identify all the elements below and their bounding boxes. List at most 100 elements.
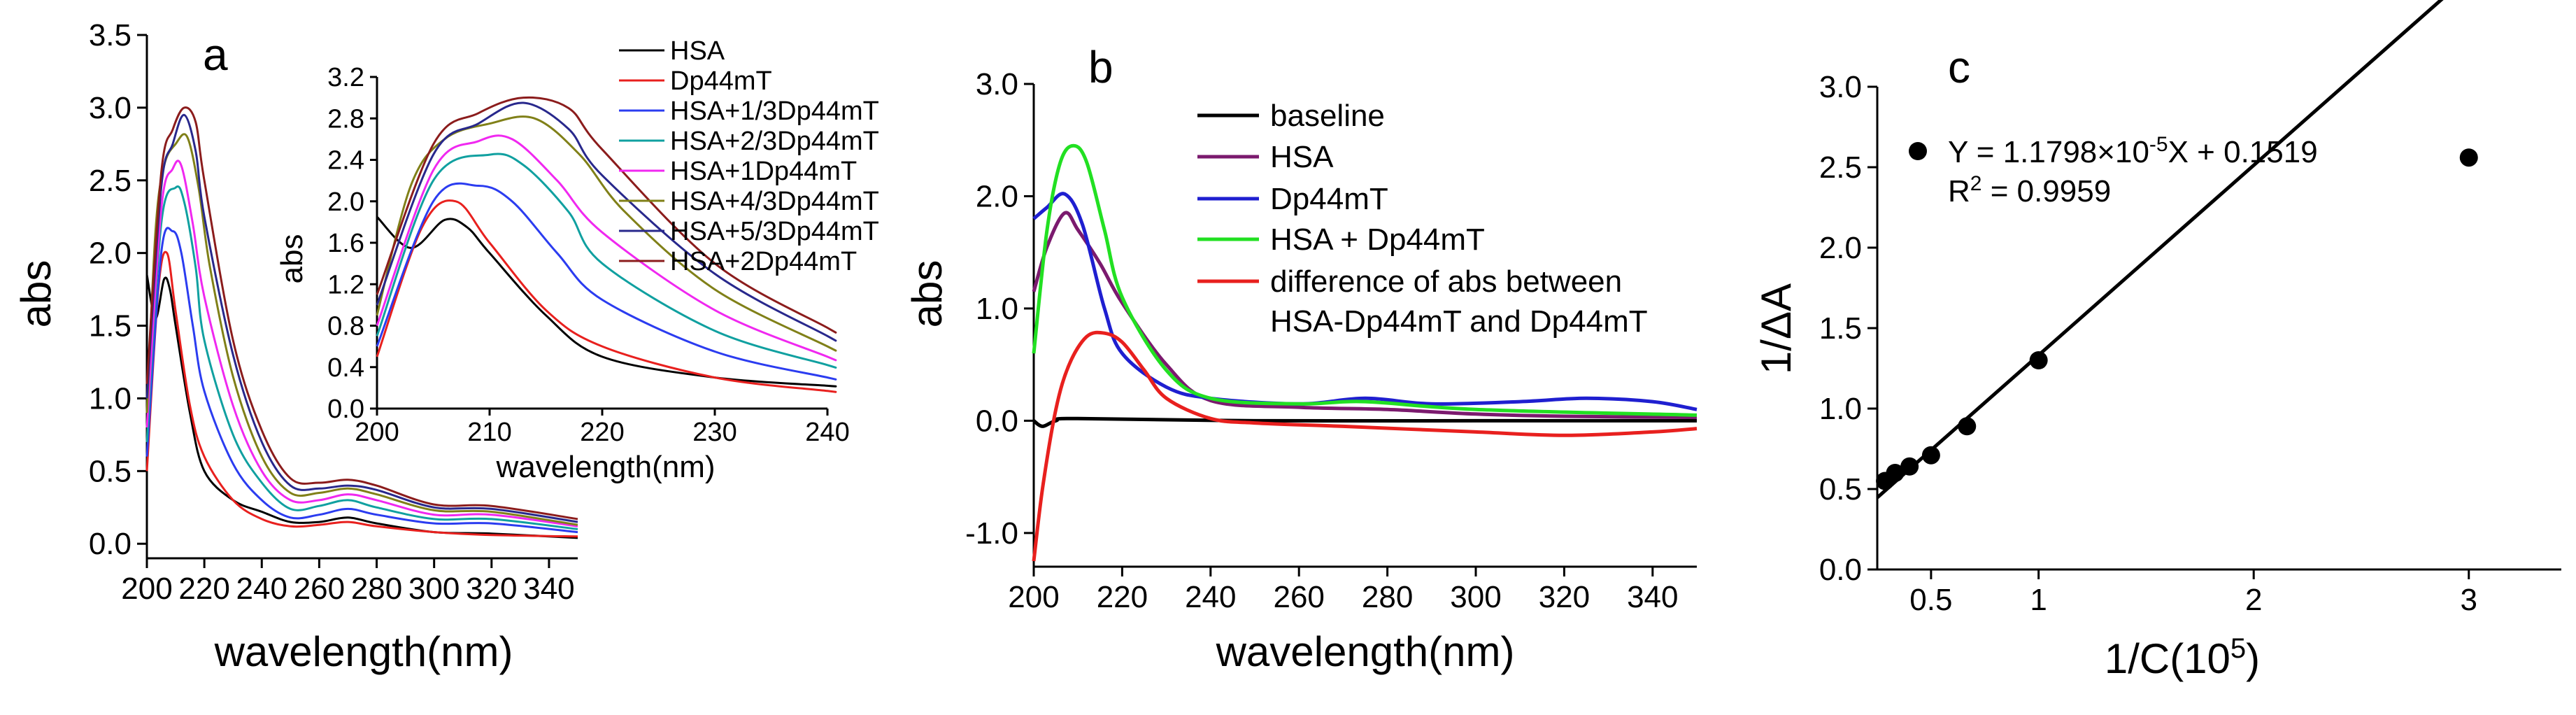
c-data-point xyxy=(2029,351,2048,369)
c-x-tick-label: 2 xyxy=(2245,583,2262,617)
a-xlabel: wavelength(nm) xyxy=(214,628,513,675)
c-y-tick-label: 2.0 xyxy=(1819,231,1862,265)
a-series-line xyxy=(145,250,578,538)
b-x-tick-label: 240 xyxy=(1185,580,1236,614)
c-fit-line xyxy=(1876,0,2444,500)
b-x-tick-label: 220 xyxy=(1097,580,1148,614)
b-y-tick-label: 3.0 xyxy=(976,67,1018,101)
b-y-tick-label: 1.0 xyxy=(976,292,1018,326)
a-series-line xyxy=(145,160,578,528)
inset-x-tick-label: 210 xyxy=(467,418,511,447)
inset-series-line xyxy=(376,101,837,342)
a-series-line xyxy=(145,185,578,530)
panel-b-letter: b xyxy=(1088,42,1113,92)
c-x-tick-label: 0.5 xyxy=(1909,583,1952,617)
c-x-tick-label: 1 xyxy=(2030,583,2047,617)
b-legend-label: baseline xyxy=(1270,99,1385,133)
a-x-tick-label: 340 xyxy=(523,572,574,606)
inset-y-tick-label: 0.8 xyxy=(327,312,364,341)
inset-xlabel: wavelength(nm) xyxy=(495,450,715,484)
b-legend-label-cont: HSA-Dp44mT and Dp44mT xyxy=(1270,304,1648,339)
panel-a: a 200 220 240 260 280 300 320 3400.00.51.01.52.… xyxy=(13,18,879,675)
c-x-tick-label: 3 xyxy=(2461,583,2477,617)
b-series-line xyxy=(1032,330,1698,562)
inset-ylabel: abs xyxy=(275,234,309,284)
c-xlabel-sup: 5 xyxy=(2230,633,2246,664)
b-y-tick-label: 2.0 xyxy=(976,179,1018,213)
a-legend-label: HSA+1/3Dp44mT xyxy=(670,97,879,126)
a-series-line xyxy=(145,106,578,521)
c-xlabel-end: ) xyxy=(2246,635,2260,682)
inset-y-tick-label: 0.0 xyxy=(327,395,364,424)
a-y-tick-label: 0.5 xyxy=(89,454,131,488)
a-legend-label: HSA+4/3Dp44mT xyxy=(670,187,879,216)
c-y-tick-label: 1.5 xyxy=(1819,311,1862,346)
panel-a-letter: a xyxy=(203,29,228,80)
a-x-tick-label: 300 xyxy=(408,572,460,606)
a-y-tick-label: 0.0 xyxy=(89,527,131,561)
panel-b: b 200 220 240 260 280 300 320 340 -1.0 0.0 1.0 2.0 3… xyxy=(904,42,1698,675)
c-y-tick-label: 0.5 xyxy=(1819,472,1862,507)
b-x-tick-label: 260 xyxy=(1273,580,1324,614)
a-y-tick-label: 2.0 xyxy=(89,236,131,271)
b-series-line xyxy=(1032,143,1698,417)
c-data-point xyxy=(1886,464,1905,482)
c-data-point xyxy=(2459,148,2478,167)
b-ylabel: abs xyxy=(904,260,951,328)
a-x-tick-label: 200 xyxy=(121,572,172,606)
inset-x-tick-label: 240 xyxy=(805,418,849,447)
a-x-tick-label: 280 xyxy=(351,572,402,606)
inset-series-line xyxy=(376,115,837,352)
c-y-tick-label: 3.0 xyxy=(1819,70,1862,104)
a-x-tick-label: 320 xyxy=(466,572,517,606)
b-series-line xyxy=(1032,416,1697,428)
c-xlabel: 1/C(105) xyxy=(2105,633,2260,682)
inset-y-tick-label: 2.0 xyxy=(327,187,364,217)
a-y-tick-label: 1.5 xyxy=(89,309,131,344)
b-y-tick-label: 0.0 xyxy=(976,404,1018,438)
b-x-tick-label: 280 xyxy=(1362,580,1413,614)
inset-series-line xyxy=(376,215,837,388)
b-y-tick-label: -1.0 xyxy=(965,516,1018,551)
c-y-tick-label: 2.5 xyxy=(1819,150,1862,185)
b-x-tick-label: 200 xyxy=(1008,580,1059,614)
inset-x-tick-label: 200 xyxy=(355,418,399,447)
inset-y-tick-label: 2.4 xyxy=(327,146,364,176)
r-squared: R2 = 0.9959 xyxy=(1948,172,2111,208)
c-xlabel-text: 1/C(10 xyxy=(2105,635,2230,682)
a-y-tick-label: 2.5 xyxy=(89,164,131,198)
b-x-tick-label: 320 xyxy=(1539,580,1590,614)
a-x-tick-label: 220 xyxy=(178,572,229,606)
c-data-point xyxy=(1921,446,1940,465)
inset-y-tick-label: 3.2 xyxy=(327,63,364,92)
a-legend-label: Dp44mT xyxy=(670,66,772,96)
inset-x-tick-label: 230 xyxy=(692,418,736,447)
inset-series-line xyxy=(376,134,837,362)
b-legend-label: difference of abs between xyxy=(1270,264,1622,299)
c-ylabel: 1/ΔA xyxy=(1753,283,1800,374)
a-legend-label: HSA+2Dp44mT xyxy=(670,247,857,276)
c-y-tick-label: 0.0 xyxy=(1819,553,1862,587)
c-data-point xyxy=(1900,457,1919,476)
a-series-line xyxy=(145,113,578,523)
panel-c: c 0.5 1 2 3 0.0 0.5 1.0 1.5 2.0 2.5 3.0 1/C(105) 1/Δ… xyxy=(1753,0,2561,682)
a-ylabel: abs xyxy=(13,260,59,328)
b-legend-label: HSA + Dp44mT xyxy=(1270,222,1485,257)
b-x-tick-label: 300 xyxy=(1450,580,1501,614)
inset-series-line xyxy=(376,153,837,369)
c-data-point xyxy=(1958,417,1977,436)
a-series-line xyxy=(145,227,578,534)
inset-y-tick-label: 1.2 xyxy=(327,270,364,299)
a-y-tick-label: 3.5 xyxy=(89,18,131,52)
inset-series-line xyxy=(376,182,837,381)
b-xlabel: wavelength(nm) xyxy=(1216,628,1515,675)
b-x-tick-label: 340 xyxy=(1627,580,1678,614)
inset-series-line xyxy=(376,96,837,334)
fit-equation: Y = 1.1798×10-5X + 0.1519 xyxy=(1948,133,2318,169)
a-legend-label: HSA+1Dp44mT xyxy=(670,157,857,186)
a-legend-label: HSA+5/3Dp44mT xyxy=(670,217,879,246)
a-y-tick-label: 3.0 xyxy=(89,91,131,125)
c-y-tick-label: 1.0 xyxy=(1819,392,1862,426)
inset-y-tick-label: 2.8 xyxy=(327,104,364,134)
